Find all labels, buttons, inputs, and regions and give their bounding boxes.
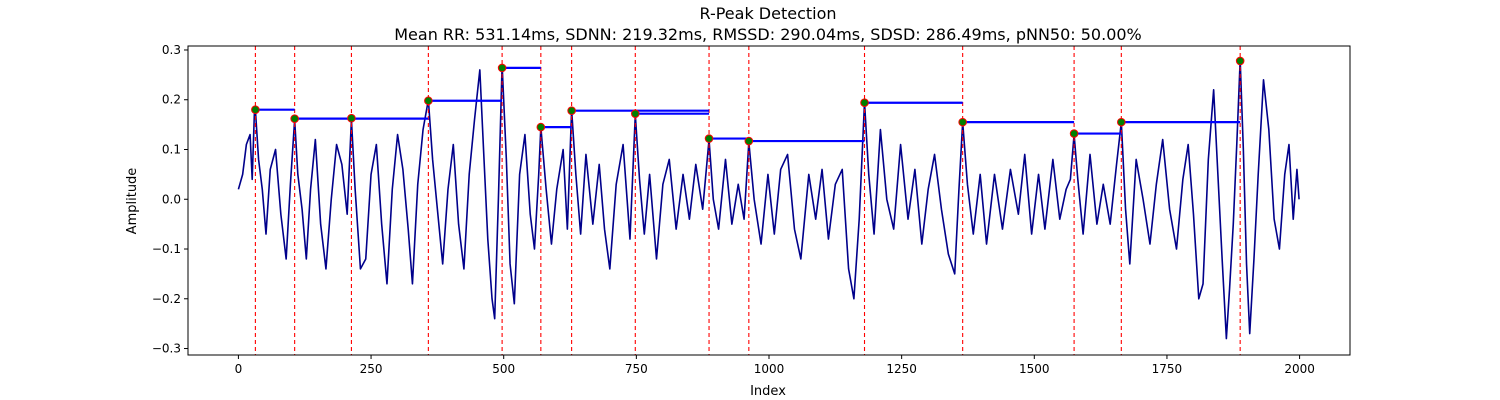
- y-axis-label: Amplitude: [125, 168, 140, 235]
- y-axis-ticks: −0.3 −0.2 −0.1 0.0 0.1 0.2 0.3: [152, 43, 188, 356]
- x-tick-label: 1000: [754, 362, 785, 376]
- peak-marker-9: [744, 136, 754, 146]
- peak-marker-12: [1069, 129, 1079, 138]
- peak-marker-4: [497, 63, 507, 73]
- axes-frame: [187, 45, 1351, 356]
- peak-marker-0: [251, 105, 260, 114]
- peak-marker-3: [424, 96, 433, 106]
- peak-marker-14: [1235, 56, 1245, 66]
- peak-marker-8: [704, 134, 714, 143]
- plot-area: [237, 46, 1300, 355]
- peak-marker-6: [567, 106, 576, 115]
- x-axis-label: Index: [750, 384, 786, 399]
- y-tick-label: 0.0: [162, 192, 181, 206]
- x-tick-label: 2000: [1284, 362, 1315, 376]
- chart-subtitle: Mean RR: 531.14ms, SDNN: 219.32ms, RMSSD…: [394, 25, 1142, 44]
- y-tick-label: 0.1: [162, 142, 181, 156]
- y-tick-label: 0.3: [162, 43, 181, 57]
- peak-marker-7: [630, 109, 640, 118]
- x-tick-label: 750: [625, 362, 648, 376]
- x-tick-label: 1750: [1152, 362, 1183, 376]
- x-tick-label: 500: [492, 362, 515, 376]
- ecg-signal-line: [237, 59, 1300, 340]
- y-tick-label: 0.2: [162, 93, 181, 107]
- y-tick-label: −0.2: [152, 292, 181, 306]
- x-axis-ticks: 0 250 500 750 1000 1250 1500 1750 2000: [235, 355, 1315, 376]
- y-tick-label: −0.1: [152, 242, 181, 256]
- y-tick-label: −0.3: [152, 342, 181, 356]
- peak-marker-10: [860, 98, 869, 108]
- chart-title: R-Peak Detection: [699, 4, 836, 23]
- peak-marker-5: [536, 122, 546, 132]
- peak-marker-13: [1117, 117, 1126, 127]
- x-tick-label: 250: [360, 362, 383, 376]
- peak-marker-11: [958, 117, 967, 127]
- peak-marker-2: [347, 113, 356, 123]
- x-tick-label: 1250: [886, 362, 917, 376]
- x-tick-label: 1500: [1019, 362, 1050, 376]
- peak-marker-1: [290, 114, 299, 123]
- x-tick-label: 0: [235, 362, 243, 376]
